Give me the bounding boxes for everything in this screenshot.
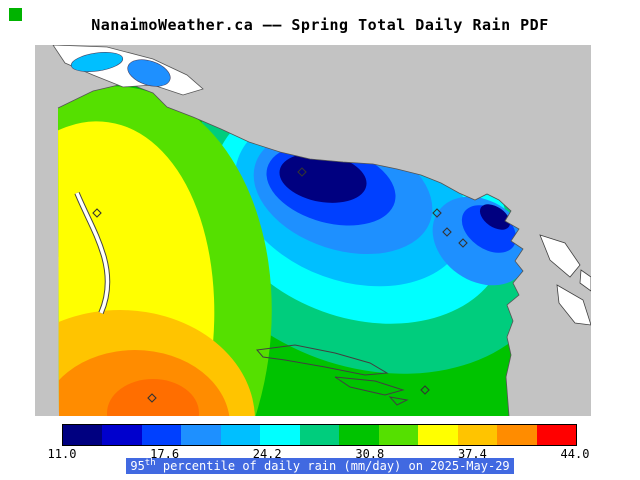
station-marker <box>297 167 307 177</box>
rain-map-svg <box>35 45 591 416</box>
right-islands <box>539 234 591 326</box>
colorbar-segment <box>260 425 300 445</box>
colorbar-segment <box>418 425 458 445</box>
colorbar-segment <box>181 425 221 445</box>
contour-band-navy <box>279 153 367 203</box>
island <box>556 284 591 326</box>
contour-coastal-navy <box>479 204 511 230</box>
island-outlines <box>256 344 409 406</box>
colorbar-caption-row: 95th percentile of daily rain (mm/day) o… <box>0 458 640 474</box>
lake <box>70 52 124 72</box>
island-outline <box>388 396 409 406</box>
colorbar-tick-label: 24.2 <box>252 447 282 461</box>
upper-left-water <box>52 45 204 96</box>
colorbar-segment <box>378 425 419 445</box>
colorbar-segment <box>497 425 537 445</box>
colorbar-tick-label: 17.6 <box>150 447 180 461</box>
colorbar-tick-label: 37.4 <box>457 447 487 461</box>
colorbar-segment <box>63 425 103 445</box>
island <box>539 234 581 278</box>
station-marker <box>147 393 157 403</box>
colorbar-segment <box>457 425 498 445</box>
rain-map <box>35 45 591 416</box>
colorbar-segment <box>299 425 340 445</box>
island-outline <box>256 344 389 376</box>
island <box>579 269 591 292</box>
station-marker <box>420 385 430 395</box>
colorbar-segment <box>102 425 142 445</box>
channel-water <box>75 192 110 314</box>
station-marker <box>442 227 452 237</box>
caption-prefix: 95 <box>130 459 145 473</box>
station-markers <box>92 167 468 403</box>
coastline <box>57 82 524 416</box>
island-outline <box>334 376 405 396</box>
lake <box>127 59 171 87</box>
colorbar-tick-label: 44.0 <box>560 447 590 461</box>
colorbar <box>62 424 577 446</box>
colorbar-segment <box>339 425 379 445</box>
colorbar-tick-label: 11.0 <box>47 447 77 461</box>
station-marker <box>92 208 102 218</box>
colorbar-caption: 95th percentile of daily rain (mm/day) o… <box>126 458 514 474</box>
channel <box>74 191 111 315</box>
caption-rest: percentile of daily rain (mm/day) on 202… <box>155 459 510 473</box>
caption-superscript: th <box>144 458 156 468</box>
station-marker <box>458 238 468 248</box>
colorbar-ticks: 11.0 17.6 24.2 30.8 37.4 44.0 <box>48 447 590 461</box>
colorbar-segment <box>220 425 261 445</box>
colorbar-segment <box>536 425 577 445</box>
status-square <box>9 8 22 21</box>
colorbar-segment <box>141 425 182 445</box>
chart-title: NanaimoWeather.ca —— Spring Total Daily … <box>91 16 549 34</box>
contour-band-darkorange <box>107 379 199 416</box>
colorbar-tick-label: 30.8 <box>355 447 385 461</box>
station-marker <box>432 208 442 218</box>
